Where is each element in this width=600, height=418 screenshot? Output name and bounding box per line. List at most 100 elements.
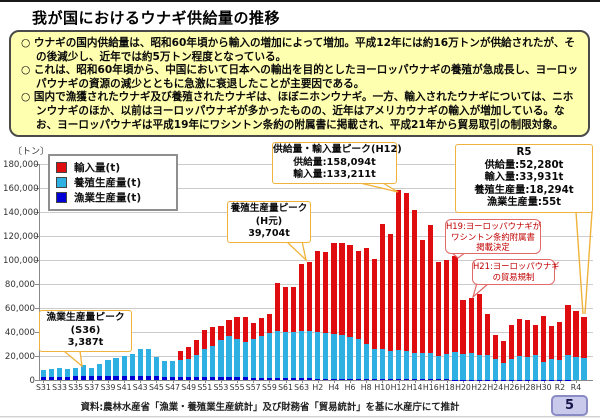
bar-segment: [282, 331, 289, 379]
bar-segment: [412, 379, 418, 380]
bar-segment: [121, 356, 127, 377]
bar-segment: [387, 379, 393, 380]
bar-segment: [137, 348, 143, 377]
x-tick-label: S41: [116, 383, 132, 392]
bar-segment: [299, 330, 305, 379]
bar-segment: [258, 377, 264, 380]
bar-segment: [242, 342, 248, 378]
x-tick-label: S63: [294, 383, 310, 392]
bar-segment: [299, 264, 305, 331]
bar-segment: [169, 361, 176, 377]
bar-segment: [533, 325, 539, 355]
legend-label-fishery: 漁業生産量(t): [74, 192, 142, 204]
bar-segment: [307, 378, 313, 380]
x-tick-label: H12: [390, 383, 407, 392]
bar-segment: [436, 262, 442, 356]
bar-segment: [525, 320, 531, 358]
bar-segment: [508, 325, 515, 359]
callout-h21-trade-restriction: H21:ヨーロッパウナギ の貿易規制: [472, 259, 560, 285]
x-tick-label: H20: [455, 383, 471, 392]
bar-segment: [290, 287, 297, 332]
bar-segment: [242, 377, 248, 380]
bar-segment: [323, 333, 329, 379]
bar-segment: [226, 319, 232, 337]
bar-segment: [363, 343, 369, 379]
bar-segment: [161, 376, 168, 380]
bar-segment: [194, 355, 200, 377]
bar-segment: [581, 357, 587, 380]
x-tick-label: S57: [245, 383, 261, 392]
bar-segment: [89, 367, 95, 377]
bar-segment: [581, 317, 587, 358]
bar-segment: [250, 377, 256, 380]
bar-segment: [468, 352, 474, 380]
x-tick-label: H2: [312, 383, 324, 392]
bar-segment: [420, 379, 426, 380]
legend-label-aquaculture: 養殖生産量(t): [74, 177, 142, 189]
bar-segment: [347, 378, 353, 380]
bar-segment: [153, 376, 159, 380]
bar-segment: [282, 378, 289, 380]
legend: 輸入量(t) 養殖生産量(t) 漁業生産量(t): [48, 154, 178, 211]
pointer-r5-left: [575, 211, 584, 315]
bar-segment: [379, 349, 385, 380]
x-tick-label: H4: [328, 383, 340, 392]
x-tick-label: H30: [535, 383, 552, 392]
page-number-badge: 5: [551, 395, 588, 416]
bar-segment: [97, 364, 103, 377]
bar-segment: [40, 370, 46, 377]
bar-segment: [573, 356, 579, 380]
x-tick-label: S31: [35, 383, 51, 392]
bar-segment: [420, 353, 426, 380]
y-tick-label: 100,000: [3, 255, 39, 266]
bar-segment: [177, 350, 184, 361]
bar-segment: [81, 365, 87, 376]
bar-segment: [290, 331, 297, 379]
x-tick-label: S35: [68, 383, 84, 392]
pointer-aqua-peak: [285, 240, 308, 262]
bar-segment: [492, 358, 498, 380]
x-tick-label: H22: [471, 383, 488, 392]
bar-segment: [460, 354, 466, 380]
bar-segment: [387, 233, 393, 352]
bar-segment: [436, 355, 442, 380]
bar-segment: [347, 245, 353, 338]
bar-segment: [315, 332, 321, 379]
bar-segment: [89, 376, 95, 380]
bar-segment: [500, 341, 506, 363]
bottom-edge-strip: [0, 416, 600, 418]
bar-segment: [331, 334, 337, 379]
bar-segment: [395, 190, 402, 351]
bar-segment: [484, 354, 490, 380]
bar-segment: [218, 340, 224, 378]
bar-segment: [129, 353, 135, 377]
bar-segment: [387, 351, 393, 380]
bar-segment: [177, 376, 184, 380]
bar-segment: [161, 360, 168, 377]
bar-segment: [331, 243, 337, 335]
y-tick-label: 60,000: [4, 303, 35, 314]
bar-segment: [379, 224, 385, 350]
bar-segment: [549, 359, 555, 380]
x-tick-label: S33: [52, 383, 67, 392]
bar-segment: [169, 376, 176, 380]
x-tick-label: H24: [487, 383, 504, 392]
bar-segment: [500, 362, 506, 380]
source-note: 資料:農林水産省「漁業・養殖業生産統計」及び財務省「貿易統計」を基に水産庁にて推…: [80, 402, 460, 413]
bar-segment: [218, 326, 224, 341]
bar-segment: [234, 377, 240, 380]
bar-segment: [226, 336, 232, 378]
y-tick-label: 180,000: [3, 159, 39, 170]
x-tick-label: H10: [374, 383, 391, 392]
summary-bullet-3: ○ 国内で漁獲されたウナギ及び養殖されたウナギは、ほぼニホンウナギ。一方、輸入さ…: [21, 91, 574, 131]
bar-segment: [226, 377, 232, 380]
bar-segment: [145, 349, 151, 377]
bar-segment: [468, 298, 474, 353]
bar-segment: [363, 378, 369, 380]
callout-h19-cites-listing: H19:ヨーロッパウナギが ワシントン条約附属書 掲載決定: [445, 219, 542, 254]
callout-aquaculture-peak: 養殖生産量ピーク (H元) 39,704t: [227, 201, 311, 243]
bar-segment: [444, 260, 450, 355]
bar-segment: [508, 358, 515, 380]
x-tick-label: H14: [406, 383, 423, 392]
bar-segment: [65, 369, 71, 377]
